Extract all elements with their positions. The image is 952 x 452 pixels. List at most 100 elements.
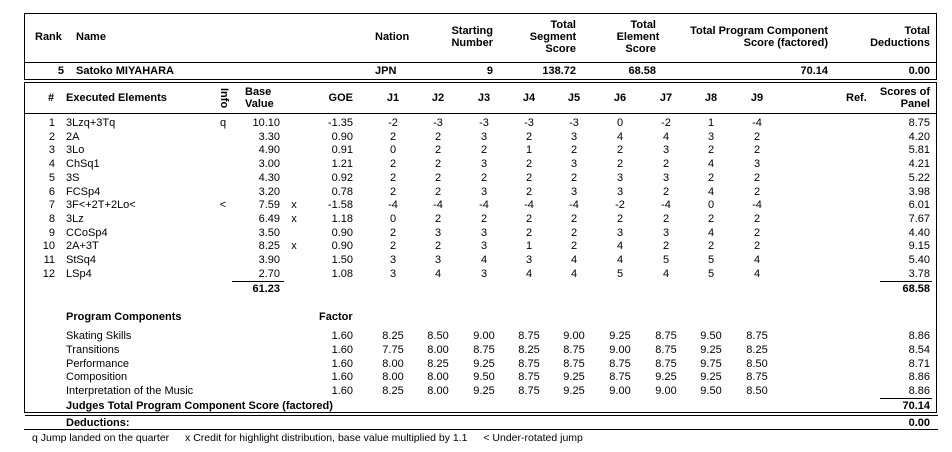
- element-bonus-mark: x: [291, 213, 297, 225]
- component-judge-5: 9.25: [563, 371, 585, 383]
- component-judge-8: 9.75: [700, 358, 722, 370]
- element-info: <: [219, 199, 227, 211]
- element-judge-1: 0: [389, 213, 397, 225]
- element-judge-7: 3: [662, 172, 670, 184]
- component-judge-8: 9.25: [700, 344, 722, 356]
- element-base-value: 4.30: [258, 172, 280, 184]
- element-judge-3: 2: [480, 144, 488, 156]
- element-code: ChSq1: [66, 158, 100, 170]
- element-judge-6: -2: [615, 199, 625, 211]
- component-judge-3: 9.25: [473, 385, 495, 397]
- element-judge-8: 2: [707, 240, 715, 252]
- element-judge-8: 3: [707, 131, 715, 143]
- element-judge-9: 2: [753, 131, 761, 143]
- element-code: 3Lo: [66, 144, 85, 156]
- component-judge-1: 8.00: [382, 371, 404, 383]
- component-panel-score: 8.71: [908, 358, 930, 370]
- header-starting-number: Starting Number: [451, 25, 493, 49]
- element-judge-1: 2: [389, 131, 397, 143]
- component-name: Skating Skills: [66, 330, 132, 342]
- header-goe: GOE: [328, 92, 353, 104]
- element-goe: -1.35: [327, 117, 353, 129]
- element-judge-5: 4: [570, 268, 578, 280]
- header-pcs: Total Program Component Score (factored): [690, 25, 828, 49]
- element-code: 3Lz: [66, 213, 84, 225]
- skater-deductions: 0.00: [908, 65, 930, 77]
- element-judge-8: 0: [707, 199, 715, 211]
- element-goe: 1.18: [331, 213, 353, 225]
- element-judge-4: 1: [525, 240, 533, 252]
- element-panel-score: 4.40: [908, 227, 930, 239]
- element-judge-5: 4: [570, 254, 578, 266]
- factor-header: Factor: [319, 311, 353, 323]
- element-judge-2: 2: [434, 213, 442, 225]
- element-judge-2: 2: [434, 158, 442, 170]
- element-panel-score: 5.22: [908, 172, 930, 184]
- element-judge-6: 3: [616, 227, 624, 239]
- component-name: Transitions: [66, 344, 120, 356]
- component-judge-3: 9.25: [473, 358, 495, 370]
- table-row: 6 FCSp4 3.20 0.78 2 2 3 2 3 3 2 4 2 3.98: [0, 186, 952, 199]
- judge-header-5: J5: [567, 92, 581, 104]
- element-judge-6: 4: [616, 131, 624, 143]
- elements-panel-total: 68.58: [902, 283, 930, 295]
- element-judge-2: 2: [434, 144, 442, 156]
- list-item: Performance 1.60 8.00 8.25 9.25 8.75 8.75 8.75 8…: [0, 358, 952, 371]
- details-box: [24, 82, 937, 413]
- element-judge-4: 1: [525, 144, 533, 156]
- list-item: Skating Skills 1.60 8.25 8.50 9.00 8.75 9.00 9.…: [0, 330, 952, 343]
- header-info: Info: [218, 88, 230, 109]
- element-judge-1: 2: [389, 172, 397, 184]
- table-row: 12 LSp4 2.70 1.08 3 4 3 4 4 5 4 5 4 3.78: [0, 268, 952, 281]
- header-ref: Ref.: [846, 92, 867, 104]
- element-number: 6: [48, 186, 55, 198]
- element-base-value: 3.20: [258, 186, 280, 198]
- element-judge-3: 3: [480, 158, 488, 170]
- component-judge-2: 8.00: [427, 344, 449, 356]
- element-base-value: 3.50: [258, 227, 280, 239]
- element-judge-3: 3: [480, 186, 488, 198]
- component-judge-8: 9.25: [700, 371, 722, 383]
- element-judge-3: 2: [480, 172, 488, 184]
- table-row: 2 2A 3.30 0.90 2 2 3 2 3 4 4 3 2 4.20: [0, 131, 952, 144]
- judge-header-9: J9: [750, 92, 764, 104]
- element-judge-5: -4: [569, 199, 579, 211]
- element-code: 3F<+2T+2Lo<: [66, 199, 136, 211]
- element-judge-3: 3: [480, 268, 488, 280]
- element-judge-9: 2: [753, 213, 761, 225]
- footnote-q: q Jump landed on the quarter: [32, 432, 170, 444]
- element-number: 9: [48, 227, 55, 239]
- component-judge-9: 8.25: [746, 344, 768, 356]
- program-components-title: Program Components: [66, 311, 182, 323]
- component-panel-score: 8.86: [908, 385, 930, 397]
- element-judge-3: 4: [480, 254, 488, 266]
- skater-nation: JPN: [375, 65, 397, 77]
- component-judge-6: 8.75: [609, 358, 631, 370]
- element-judge-9: -4: [752, 199, 762, 211]
- element-number: 8: [48, 213, 55, 225]
- element-base-value: 7.59: [258, 199, 280, 211]
- table-row: 8 3Lz 6.49 x 1.18 0 2 2 2 2 2 2 2 2 7.67: [0, 213, 952, 226]
- element-judge-3: -3: [479, 117, 489, 129]
- component-judge-1: 7.75: [382, 344, 404, 356]
- element-judge-5: 2: [570, 240, 578, 252]
- element-base-value: 2.70: [258, 268, 280, 280]
- judge-header-8: J8: [704, 92, 718, 104]
- element-number: 3: [48, 144, 55, 156]
- element-judge-5: 2: [570, 213, 578, 225]
- element-base-value: 8.25: [258, 240, 280, 252]
- component-panel-score: 8.54: [908, 344, 930, 356]
- component-factor: 1.60: [331, 358, 353, 370]
- component-judge-5: 8.75: [563, 344, 585, 356]
- element-judge-4: 2: [525, 213, 533, 225]
- header-deductions: Total Deductions: [870, 25, 930, 49]
- element-judge-8: 5: [707, 254, 715, 266]
- element-judge-9: 2: [753, 227, 761, 239]
- element-goe: 0.90: [331, 131, 353, 143]
- element-judge-6: 2: [616, 144, 624, 156]
- element-judge-7: 5: [662, 254, 670, 266]
- list-item: Interpretation of the Music 1.60 8.25 8.00 9…: [0, 385, 952, 398]
- elements-header-line: [25, 113, 936, 114]
- component-judge-5: 8.75: [563, 358, 585, 370]
- component-judge-7: 8.75: [655, 344, 677, 356]
